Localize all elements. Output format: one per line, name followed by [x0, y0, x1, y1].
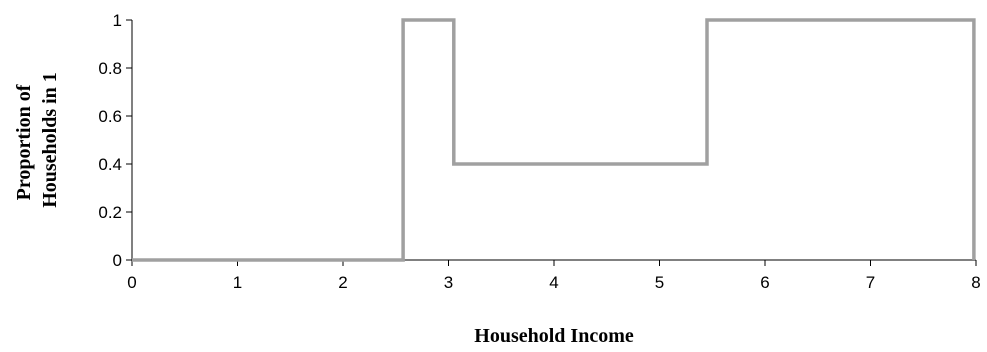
x-tick-label-5: 5 — [655, 273, 664, 292]
y-tick-label-0: 0 — [113, 251, 122, 270]
x-tick-label-1: 1 — [233, 273, 242, 292]
x-tick-label-2: 2 — [338, 273, 347, 292]
x-tick-label-6: 6 — [760, 273, 769, 292]
y-axis-title-line-1: Proportion of — [13, 84, 35, 200]
x-tick-label-4: 4 — [549, 273, 558, 292]
y-tick-label-3: 0.6 — [98, 107, 122, 126]
y-tick-label-1: 0.2 — [98, 203, 122, 222]
y-axis-title: Proportion of Households in 1 — [13, 72, 61, 208]
y-tick-label-4: 0.8 — [98, 59, 122, 78]
x-tick-label-7: 7 — [866, 273, 875, 292]
ticks: 0 0.2 0.4 0.6 0.8 1 0 1 2 3 4 5 6 7 8 — [98, 11, 980, 292]
y-tick-label-5: 1 — [113, 11, 122, 30]
y-axis-title-line-2: Households in 1 — [39, 72, 61, 208]
x-axis-title: Household Income — [474, 325, 634, 347]
series-line-0 — [132, 18, 976, 262]
y-tick-label-2: 0.4 — [98, 155, 122, 174]
series — [132, 18, 976, 262]
x-tick-label-8: 8 — [971, 273, 980, 292]
x-tick-label-3: 3 — [444, 273, 453, 292]
x-tick-label-0: 0 — [127, 273, 136, 292]
